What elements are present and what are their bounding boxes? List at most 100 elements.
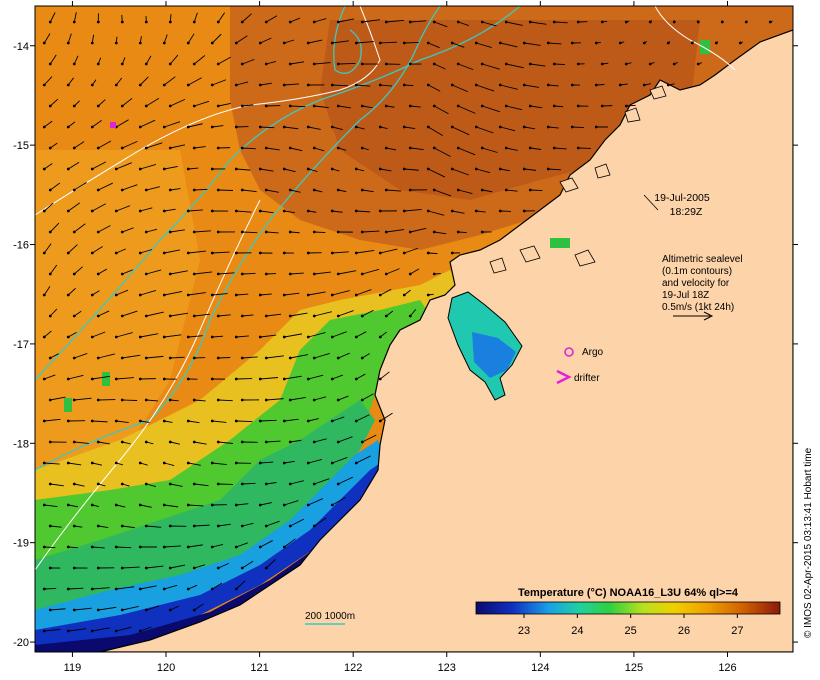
velocity-vector: [194, 100, 210, 107]
velocity-vector: [164, 334, 182, 338]
drifter-label: drifter: [574, 373, 600, 384]
velocity-vector-origin: [234, 83, 238, 87]
velocity-vector-origin: [234, 167, 238, 171]
velocity-vector: [530, 189, 543, 192]
velocity-vector: [554, 63, 566, 66]
velocity-vector: [260, 82, 272, 86]
velocity-vector: [43, 202, 54, 212]
velocity-vector: [67, 244, 78, 254]
velocity-vector-origin: [234, 335, 238, 339]
velocity-vector: [530, 63, 546, 67]
velocity-vector: [43, 76, 53, 86]
velocity-vector-origin: [402, 83, 406, 87]
velocity-vector-origin: [426, 251, 430, 255]
velocity-vector: [169, 54, 179, 65]
velocity-vector: [554, 21, 568, 24]
velocity-vector-origin: [498, 41, 502, 45]
velocity-vector: [314, 105, 329, 109]
velocity-vector-origin: [360, 20, 364, 24]
velocity-vector-origin: [96, 398, 100, 402]
velocity-vector-origin: [336, 104, 340, 108]
velocity-vector: [404, 247, 419, 254]
velocity-vector: [116, 504, 126, 508]
velocity-vector-origin: [234, 419, 238, 423]
velocity-vectors: [42, 12, 811, 633]
velocity-vector-origin: [42, 503, 46, 507]
velocity-vector: [236, 293, 249, 296]
velocity-vector: [434, 63, 446, 70]
velocity-vector-origin: [72, 608, 76, 612]
velocity-vector-origin: [360, 398, 364, 402]
velocity-vector-origin: [234, 209, 238, 213]
lat-tick-label: -14: [13, 41, 29, 53]
velocity-vector: [44, 587, 57, 590]
velocity-vector: [290, 17, 301, 23]
velocity-vector: [314, 478, 330, 485]
velocity-vector: [314, 353, 330, 359]
velocity-vector-origin: [384, 62, 388, 66]
velocity-vector-origin: [354, 293, 358, 297]
velocity-vector: [74, 483, 85, 487]
velocity-vector-origin: [90, 251, 94, 255]
velocity-vector-origin: [378, 335, 382, 339]
velocity-vector-origin: [168, 188, 172, 192]
velocity-vector-origin: [192, 20, 196, 24]
velocity-vector-origin: [282, 335, 286, 339]
velocity-vector-origin: [120, 566, 124, 570]
velocity-vector: [74, 182, 87, 191]
velocity-vector-origin: [138, 587, 142, 591]
velocity-vector: [290, 272, 304, 275]
velocity-vector: [194, 524, 210, 527]
velocity-vector-origin: [330, 167, 334, 171]
velocity-vector-origin: [144, 524, 148, 528]
velocity-vector: [236, 420, 253, 423]
velocity-vector: [140, 626, 152, 632]
velocity-vector-origin: [138, 335, 142, 339]
velocity-vector: [332, 374, 343, 380]
velocity-vector-origin: [600, 104, 604, 108]
velocity-vector-origin: [408, 62, 412, 66]
velocity-vector: [242, 147, 256, 150]
isobath-contour: [35, 6, 441, 471]
velocity-vector-origin: [402, 209, 406, 213]
velocity-vector: [170, 483, 183, 487]
velocity-vector-origin: [450, 83, 454, 87]
velocity-vector-origin: [90, 335, 94, 339]
velocity-vector-origin: [120, 104, 124, 108]
velocity-vector-origin: [624, 20, 628, 24]
velocity-vector: [794, 274, 811, 281]
velocity-vector: [122, 184, 138, 191]
velocity-vector: [548, 84, 559, 87]
velocity-vector: [266, 482, 277, 485]
velocity-vector: [290, 518, 305, 527]
velocity-vector-origin: [186, 419, 190, 423]
velocity-vector-origin: [96, 230, 100, 234]
velocity-vector: [194, 399, 206, 402]
velocity-vector: [332, 497, 346, 506]
colorbar-tick-label: 27: [731, 625, 743, 637]
velocity-vector-origin: [210, 83, 214, 87]
velocity-vector: [236, 168, 251, 171]
velocity-vector: [236, 503, 249, 506]
velocity-vector: [428, 84, 441, 92]
velocity-vector-origin: [96, 188, 100, 192]
velocity-vector-origin: [306, 251, 310, 255]
velocity-vector-origin: [408, 272, 412, 276]
velocity-vector-origin: [330, 419, 334, 423]
velocity-vector: [49, 98, 59, 107]
velocity-vector-origin: [522, 167, 526, 171]
velocity-vector-origin: [96, 272, 100, 276]
velocity-vector-origin: [546, 167, 550, 171]
velocity-vector: [284, 538, 296, 548]
velocity-vector-origin: [240, 104, 244, 108]
velocity-vector-origin: [288, 62, 292, 66]
drifter-marker-icon: [556, 369, 572, 385]
velocity-vector: [476, 42, 492, 49]
velocity-vector: [122, 140, 138, 149]
velocity-vector: [356, 331, 367, 338]
velocity-vector-origin: [312, 146, 316, 150]
velocity-vector: [187, 33, 195, 44]
velocity-vector-origin: [480, 146, 484, 150]
velocity-vector: [458, 63, 474, 71]
velocity-vector: [506, 105, 523, 111]
